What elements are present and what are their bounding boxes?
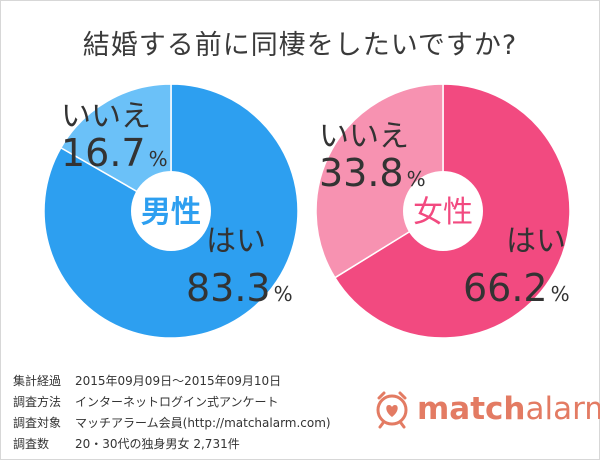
brand-name-part2: alarm [526, 391, 600, 427]
brand-name-part1: match [417, 391, 526, 427]
survey-value: 2015年09月09日〜2015年09月10日 [75, 371, 281, 392]
survey-value: 20・30代の独身男女 2,731件 [75, 434, 240, 455]
slice-label: いいえ [319, 119, 409, 154]
survey-row-count: 調査数 20・30代の独身男女 2,731件 [13, 434, 331, 455]
survey-key: 調査数 [13, 434, 75, 455]
survey-key: 調査対象 [13, 413, 75, 434]
slice-label: はい [506, 224, 566, 259]
pie-title: 男性 [141, 195, 201, 230]
survey-row-target: 調査対象 マッチアラーム会員(http://matchalarm.com) [13, 413, 331, 434]
survey-key: 集計経過 [13, 371, 75, 392]
survey-row-method: 調査方法 インターネットログイン式アンケート [13, 392, 331, 413]
alarm-clock-heart-icon [373, 389, 411, 429]
pie-title: 女性 [413, 195, 473, 230]
survey-value: マッチアラーム会員(http://matchalarm.com) [75, 413, 331, 434]
survey-row-period: 集計経過 2015年09月09日〜2015年09月10日 [13, 371, 331, 392]
survey-info: 集計経過 2015年09月09日〜2015年09月10日 調査方法 インターネッ… [13, 371, 331, 455]
survey-key: 調査方法 [13, 392, 75, 413]
slice-label: いいえ [61, 99, 151, 134]
slice-label: はい [206, 224, 266, 259]
survey-value: インターネットログイン式アンケート [75, 392, 279, 413]
